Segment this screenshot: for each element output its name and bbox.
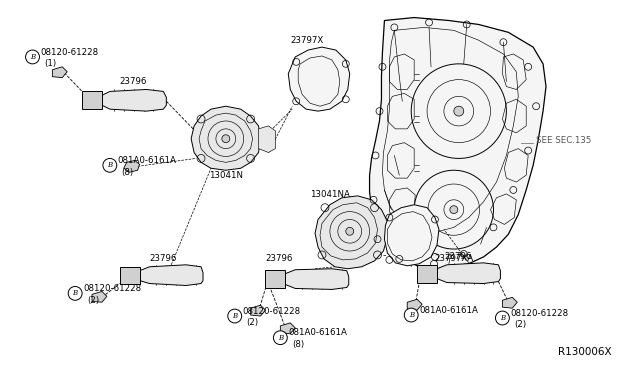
Polygon shape [407,299,422,310]
Polygon shape [417,265,437,283]
Text: B: B [108,161,113,169]
Text: 13041NA: 13041NA [310,190,350,199]
Text: 08120-61228: 08120-61228 [510,308,568,318]
Text: 081A0-6161A: 081A0-6161A [288,328,347,337]
Circle shape [26,50,40,64]
Polygon shape [251,305,266,316]
Polygon shape [315,196,387,269]
Text: 23796: 23796 [150,254,177,263]
Circle shape [450,206,458,214]
Circle shape [222,135,230,142]
Text: B: B [232,312,237,320]
Text: B: B [500,314,505,322]
Text: 23796: 23796 [444,253,471,262]
Text: B: B [278,334,283,342]
Polygon shape [120,267,140,283]
Text: (8): (8) [292,340,305,349]
Text: B: B [30,53,35,61]
Circle shape [228,309,242,323]
Text: (1): (1) [44,60,56,68]
Text: 081A0-6161A: 081A0-6161A [419,306,478,315]
Circle shape [495,311,509,325]
Text: 23797X: 23797X [291,36,323,45]
Polygon shape [369,17,546,269]
Polygon shape [52,67,67,78]
Circle shape [103,158,116,172]
Polygon shape [140,265,203,285]
Text: 23796: 23796 [266,254,293,263]
Text: (8): (8) [122,168,134,177]
Text: R130006X: R130006X [558,347,612,357]
Text: B: B [72,289,77,297]
Polygon shape [191,106,260,170]
Circle shape [346,227,354,235]
Polygon shape [285,269,349,289]
Polygon shape [102,89,166,111]
Polygon shape [288,47,349,111]
Polygon shape [502,297,517,308]
Polygon shape [266,270,285,288]
Text: 081A0-6161A: 081A0-6161A [118,156,177,165]
Circle shape [273,331,287,344]
Text: (2): (2) [87,296,99,305]
Polygon shape [259,126,275,153]
Text: SEE SEC.135: SEE SEC.135 [536,136,591,145]
Text: 08120-61228: 08120-61228 [243,307,301,315]
Text: 23796: 23796 [120,77,147,86]
Circle shape [68,286,82,300]
Text: (2): (2) [246,318,259,327]
Text: B: B [408,311,414,319]
Polygon shape [280,323,295,334]
Polygon shape [82,92,102,109]
Text: 08120-61228: 08120-61228 [40,48,99,57]
Text: 23797XA: 23797XA [434,254,473,263]
Circle shape [404,308,418,322]
Polygon shape [124,160,140,172]
Text: 13041N: 13041N [209,171,243,180]
Polygon shape [92,291,107,302]
Text: 08120-61228: 08120-61228 [83,284,141,293]
Polygon shape [385,205,439,266]
Circle shape [454,106,464,116]
Text: (2): (2) [515,320,527,329]
Polygon shape [437,263,500,283]
